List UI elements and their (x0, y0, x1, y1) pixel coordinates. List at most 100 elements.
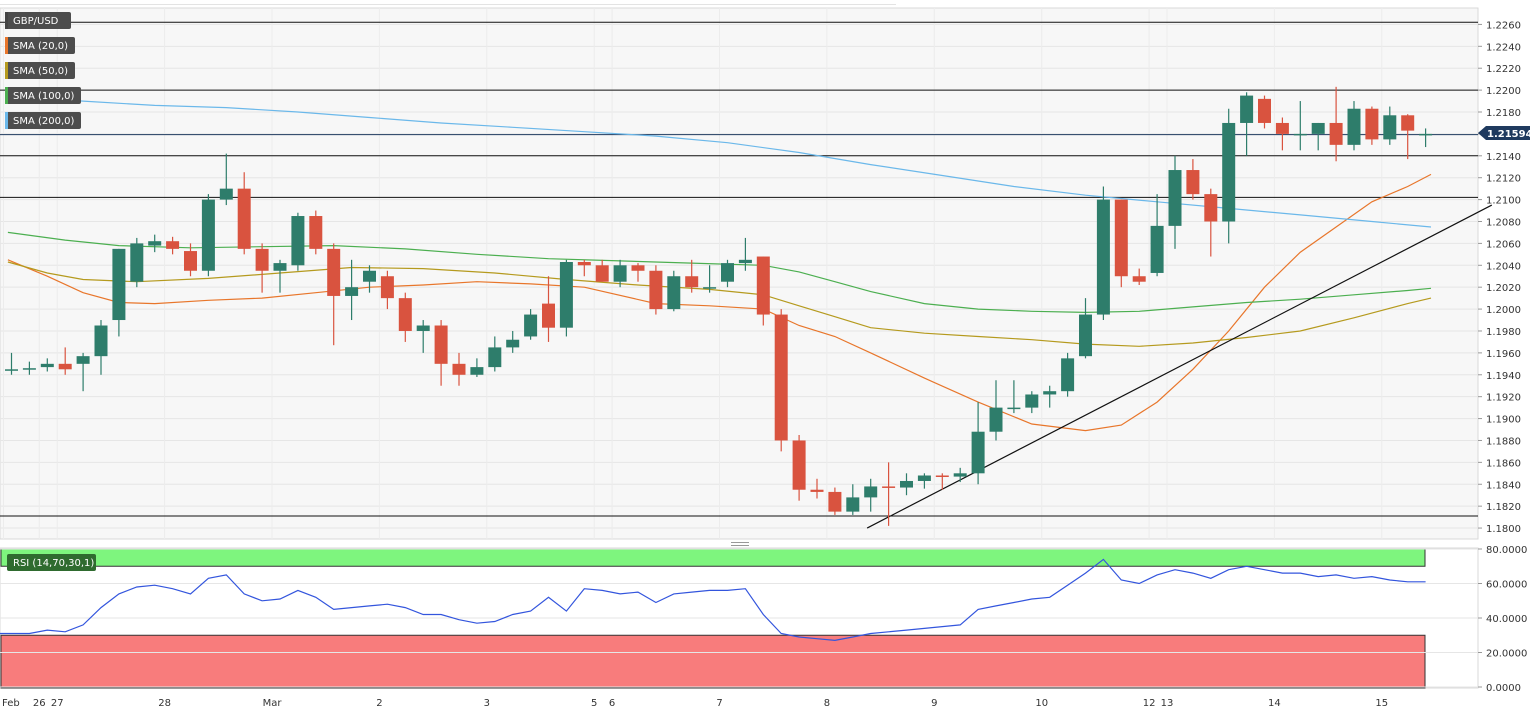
candle-body (721, 263, 734, 282)
candle (577, 259, 591, 277)
candle-body (1025, 394, 1039, 408)
candle (273, 259, 287, 293)
candle (1311, 122, 1325, 151)
candle-body (434, 325, 448, 364)
legend-color-swatch (5, 12, 8, 29)
candle-body (1186, 170, 1200, 195)
candle-body (613, 265, 627, 282)
candle (542, 276, 555, 342)
candle (846, 484, 860, 515)
rsi-overbought-zone (0, 548, 1426, 567)
price-tick-label: 1.2120 (1486, 174, 1521, 185)
candle (1240, 92, 1254, 156)
candle (416, 320, 430, 353)
candle-body (1096, 199, 1110, 315)
candle-body (559, 262, 573, 328)
rsi-legend-box (7, 554, 96, 571)
candle-body (94, 325, 108, 357)
candle (1096, 186, 1110, 321)
candle-body (1365, 108, 1379, 140)
legend-item: SMA (100,0) (5, 87, 81, 104)
candle (792, 434, 806, 501)
candle-body (1311, 122, 1325, 134)
candle (935, 473, 949, 490)
candles (5, 86, 1433, 526)
candle-body (184, 251, 197, 271)
x-tick-label: 13 (1161, 698, 1174, 709)
price-tick-label: 1.1900 (1486, 415, 1521, 426)
candle (1329, 86, 1343, 162)
candle (1383, 106, 1397, 145)
candle-body (846, 497, 860, 512)
candle (953, 467, 967, 483)
legend-item-box (5, 87, 81, 104)
rsi-series-line (0, 558, 1426, 642)
candle-body (953, 473, 967, 477)
candle-body (1240, 95, 1254, 123)
candle (470, 358, 484, 377)
candle (1007, 380, 1021, 414)
panel-resize-handle[interactable] (730, 541, 750, 547)
legend-item: SMA (20,0) (5, 37, 75, 54)
candle (721, 259, 734, 288)
price-tick-label: 1.1800 (1486, 524, 1521, 535)
candle-body (398, 298, 412, 331)
candle (1150, 194, 1164, 277)
candle-body (5, 369, 18, 371)
x-tick-label: 10 (1035, 698, 1048, 709)
candle (900, 473, 913, 496)
candle-body (971, 431, 985, 474)
candle (524, 309, 538, 340)
candle-body (900, 480, 913, 488)
price-tick-label: 1.1920 (1486, 393, 1521, 404)
candle-body (1150, 225, 1164, 273)
legend-item-box (5, 37, 75, 54)
candle-body (756, 256, 770, 315)
candle (1347, 101, 1361, 151)
candle-body (291, 216, 305, 266)
candle (76, 352, 90, 392)
candle (1401, 114, 1415, 160)
candle (1365, 106, 1379, 145)
price-tick-label: 1.2220 (1486, 64, 1521, 75)
x-tick-label: 14 (1268, 698, 1281, 709)
price-tick-label: 1.2060 (1486, 239, 1521, 250)
candle (327, 243, 341, 346)
candle-body (380, 276, 394, 299)
candle-body (1204, 194, 1218, 222)
price-tick-label: 1.2240 (1486, 42, 1521, 53)
candle (1168, 155, 1182, 249)
legend-item-label: SMA (20,0) (13, 41, 68, 52)
x-tick-label: Feb (2, 698, 20, 709)
candle (864, 478, 878, 512)
candle (810, 478, 824, 499)
candle-body (1329, 122, 1343, 145)
candle (1079, 298, 1092, 359)
rsi-tick-label: 0.0000 (1486, 683, 1521, 694)
last-price-label: 1.21594 (1487, 129, 1533, 140)
candle-body (685, 276, 699, 288)
price-tick-label: 1.1860 (1486, 458, 1521, 469)
x-tick-label: 5 (591, 698, 597, 709)
legend-item-box (5, 112, 81, 129)
price-tick-label: 1.1820 (1486, 502, 1521, 513)
x-tick-label: 12 (1143, 698, 1156, 709)
candle (112, 248, 126, 337)
candle (917, 473, 931, 489)
legend-color-swatch (5, 112, 8, 129)
candle (1204, 188, 1218, 257)
rsi-zones (0, 548, 1426, 689)
candle (667, 270, 681, 312)
candle (595, 259, 609, 282)
sma-line (7, 261, 1432, 347)
candle (756, 256, 770, 326)
candle (130, 237, 144, 288)
candle-body (1079, 314, 1092, 357)
x-tick-label: 15 (1375, 698, 1388, 709)
candle (738, 237, 752, 271)
candle (613, 259, 627, 288)
candle (828, 487, 842, 515)
candle-body (542, 303, 555, 328)
candle-body (810, 489, 824, 492)
candle-body (327, 248, 341, 296)
